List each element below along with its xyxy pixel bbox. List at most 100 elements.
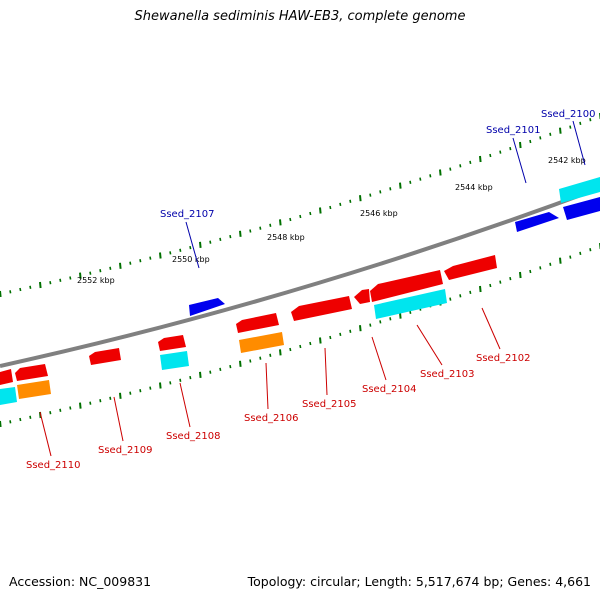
orange-feature-2106 — [239, 332, 284, 353]
tick-mark — [19, 417, 22, 422]
tick-mark — [259, 356, 262, 360]
tick-mark — [129, 261, 132, 265]
tick-mark — [499, 150, 502, 154]
tick-mark — [529, 139, 532, 144]
tick-mark — [59, 408, 62, 412]
tick-mark — [219, 367, 222, 372]
tick-mark — [509, 276, 512, 281]
reverse-cds-left-edge — [0, 369, 13, 385]
tick-mark — [139, 259, 142, 263]
tick-mark — [459, 294, 462, 298]
tick-mark — [9, 290, 12, 294]
tick-mark — [509, 146, 512, 151]
orange-feature-2110 — [17, 380, 51, 399]
tick-mark — [119, 392, 122, 399]
tick-mark — [369, 193, 372, 197]
leader-ssed-2103 — [416, 324, 443, 366]
tick-mark — [349, 199, 352, 203]
scale-label-2546: 2546 kbp — [360, 209, 398, 218]
scale-label-2552: 2552 kbp — [77, 276, 115, 285]
tick-mark — [549, 262, 552, 266]
tick-mark — [249, 359, 252, 363]
tick-mark — [99, 269, 102, 273]
leader-ssed-2107 — [185, 221, 200, 269]
reverse-cds-ssed-2106 — [236, 313, 279, 333]
tick-mark — [579, 251, 582, 256]
tick-mark — [0, 290, 2, 298]
tick-mark — [379, 320, 382, 324]
tick-mark — [419, 177, 422, 181]
tick-mark — [519, 141, 522, 149]
tick-mark — [159, 252, 162, 259]
tick-mark — [269, 223, 272, 227]
tick-mark — [479, 155, 482, 163]
tick-mark — [569, 255, 572, 259]
leader-ssed-2110 — [39, 411, 52, 457]
tick-mark — [149, 256, 152, 260]
reverse-cds-ssed-2108 — [158, 335, 186, 351]
tick-mark — [429, 174, 432, 178]
tick-mark — [179, 378, 182, 382]
gene-label-ssed-2104: Ssed_2104 — [362, 384, 417, 395]
tick-mark — [389, 317, 392, 321]
tick-mark — [319, 337, 322, 344]
tick-mark — [0, 420, 2, 428]
tick-mark — [549, 132, 552, 136]
tick-mark — [69, 276, 72, 280]
tick-mark — [409, 180, 412, 184]
reverse-cds-ssed-2109 — [89, 348, 121, 365]
gene-label-ssed-2103: Ssed_2103 — [420, 369, 475, 380]
tick-mark — [339, 202, 342, 207]
tick-mark — [289, 347, 292, 352]
tick-mark — [69, 406, 72, 410]
tick-mark — [29, 285, 32, 289]
tick-mark — [199, 371, 202, 378]
tick-mark — [359, 325, 362, 332]
tick-mark — [129, 391, 132, 395]
genome-backbone — [0, 186, 600, 368]
tick-mark — [139, 389, 142, 393]
tick-mark — [449, 297, 452, 301]
cyan-feature-2100 — [559, 177, 600, 203]
tick-mark — [489, 153, 492, 158]
scale-label-2542: 2542 kbp — [548, 156, 586, 165]
tick-mark — [529, 269, 532, 274]
tick-mark — [399, 182, 402, 189]
leader-ssed-2109 — [113, 396, 124, 442]
tick-mark — [489, 283, 492, 288]
tick-mark — [169, 381, 172, 385]
forward-cds-ssed-2100 — [563, 197, 600, 220]
tick-mark — [109, 396, 112, 400]
cyan-feature-left-edge — [0, 387, 17, 405]
tick-mark — [279, 219, 282, 226]
gene-label-ssed-2110: Ssed_2110 — [26, 460, 81, 471]
tick-mark — [209, 240, 212, 244]
gene-label-ssed-2105: Ssed_2105 — [302, 399, 357, 410]
tick-mark — [209, 370, 212, 374]
tick-mark — [49, 411, 52, 415]
tick-mark — [559, 127, 562, 134]
tick-mark — [589, 248, 592, 252]
tick-mark — [279, 349, 282, 356]
leader-ssed-2106 — [265, 362, 269, 410]
tick-mark — [149, 386, 152, 390]
reverse-cds-ssed-2110 — [15, 364, 48, 381]
tick-mark — [169, 251, 172, 255]
reverse-cds-ssed-2102 — [444, 255, 497, 280]
tick-mark — [329, 205, 332, 210]
tick-mark — [589, 118, 592, 122]
tick-mark — [319, 207, 322, 214]
tick-mark — [459, 164, 462, 168]
gene-label-ssed-2101: Ssed_2101 — [486, 125, 541, 136]
gene-label-ssed-2107: Ssed_2107 — [160, 209, 215, 220]
tick-mark — [179, 248, 182, 252]
tick-mark — [229, 234, 232, 239]
gene-label-ssed-2102: Ssed_2102 — [476, 353, 531, 364]
accession-text: Accession: NC_009831 — [9, 574, 152, 589]
tick-mark — [289, 217, 292, 222]
cyan-feature-2108 — [160, 351, 189, 370]
tick-mark — [19, 287, 22, 292]
tick-mark — [559, 257, 562, 264]
tick-mark — [99, 399, 102, 403]
tick-mark — [349, 329, 352, 333]
